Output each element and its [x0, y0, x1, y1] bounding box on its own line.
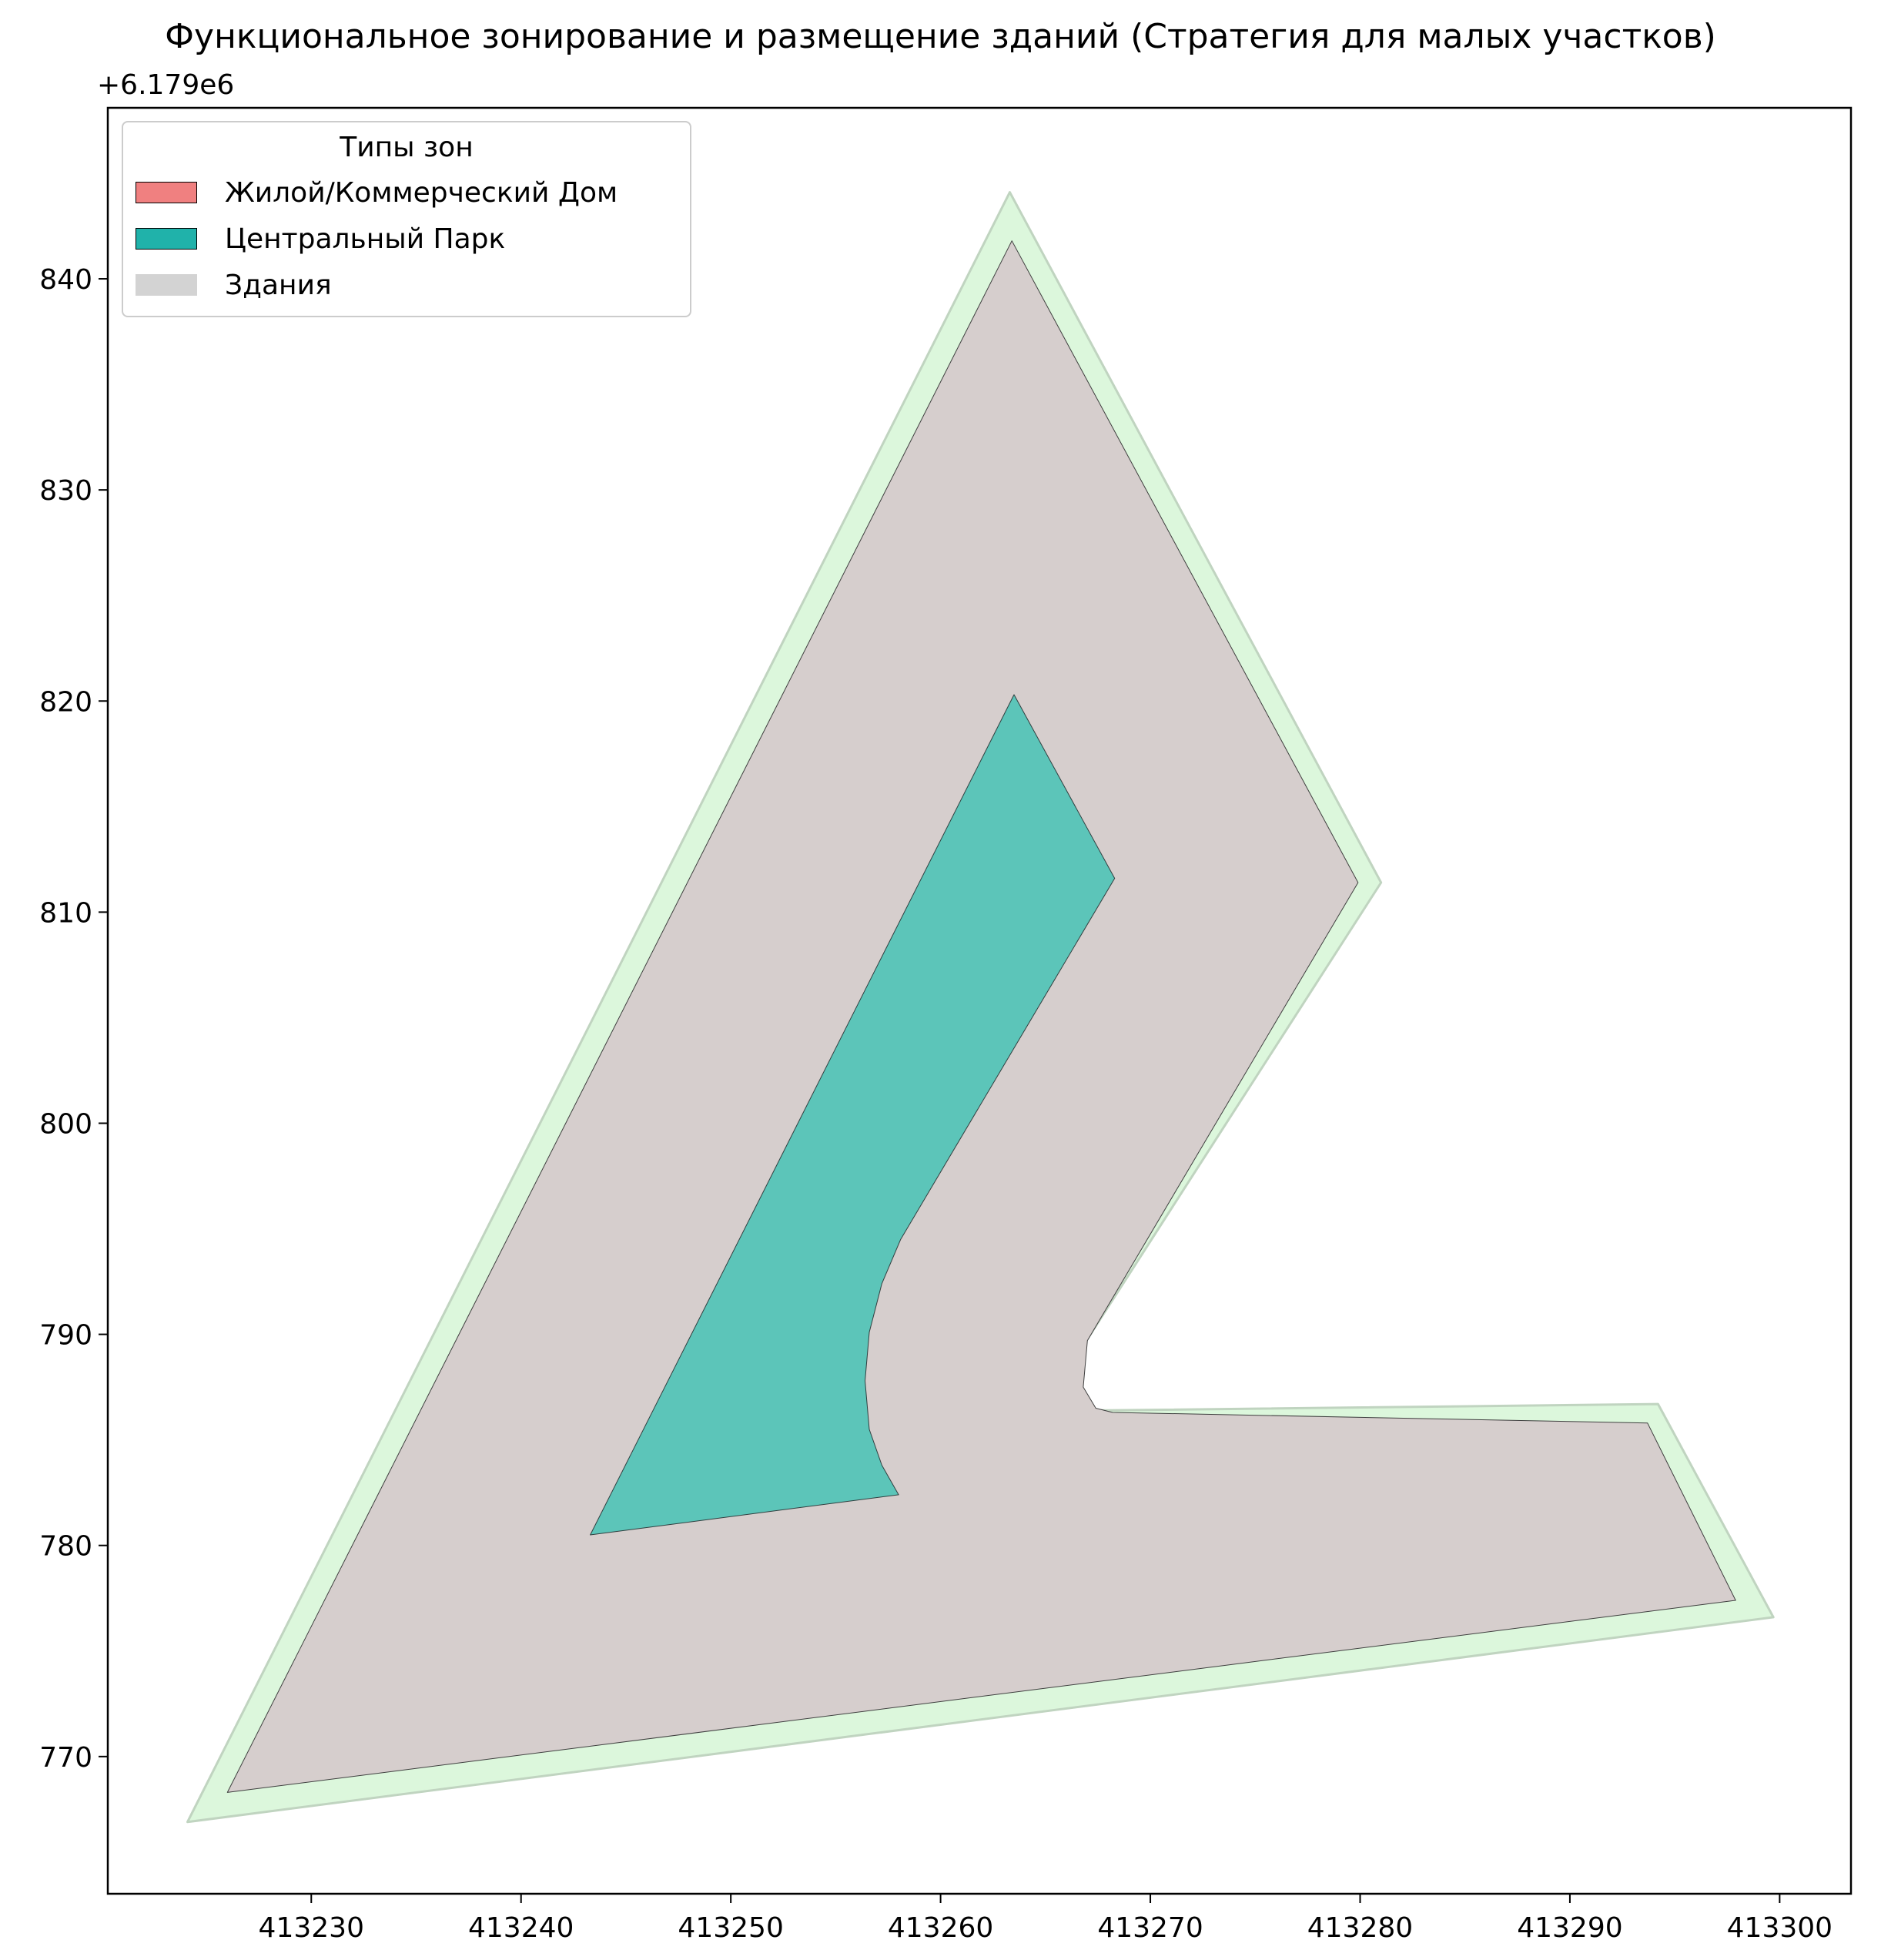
x-tick-label: 413260: [888, 1912, 993, 1944]
park-polygon: [590, 694, 1116, 1536]
x-tick-label: 413230: [259, 1912, 364, 1944]
legend-swatch-buildings: [136, 274, 197, 296]
legend-item-residential: Жилой/Коммерческий Дом: [136, 176, 618, 209]
legend-item-buildings: Здания: [136, 268, 332, 302]
plot-frame: [106, 106, 1853, 1895]
y-tick-label: 810: [39, 897, 92, 929]
legend-label-buildings: Здания: [225, 269, 332, 301]
map-layers: [186, 191, 1775, 1824]
y-tick-label: 790: [39, 1320, 92, 1352]
y-tick-label: 830: [39, 475, 92, 507]
x-tick-label: 413300: [1727, 1912, 1832, 1944]
y-axis-offset-label: +6.179e6: [97, 69, 235, 101]
x-tick-label: 413290: [1517, 1912, 1622, 1944]
legend: Типы зон Жилой/Коммерческий Дом Централь…: [122, 121, 691, 317]
legend-swatch-park: [136, 228, 197, 250]
y-tick-label: 820: [39, 686, 92, 718]
y-tick-label: 780: [39, 1531, 92, 1563]
y-tick-label: 800: [39, 1108, 92, 1140]
y-axis: 770 780 790 800 810 820 830 840: [39, 264, 108, 1774]
legend-label-park: Центральный Парк: [225, 223, 506, 255]
x-axis: 413230 413240 413250 413260 413270 413280 4132…: [259, 1894, 1832, 1944]
chart-title: Функциональное зонирование и размещение …: [165, 17, 1716, 56]
legend-item-park: Центральный Парк: [136, 222, 505, 256]
x-tick-label: 413240: [468, 1912, 574, 1944]
y-tick-label: 770: [39, 1742, 92, 1774]
legend-label-residential: Жилой/Коммерческий Дом: [225, 176, 618, 209]
legend-swatch-residential: [136, 182, 197, 203]
x-tick-label: 413280: [1307, 1912, 1413, 1944]
legend-title: Типы зон: [340, 132, 474, 163]
x-tick-label: 413250: [678, 1912, 783, 1944]
y-tick-label: 840: [39, 264, 92, 296]
x-tick-label: 413270: [1097, 1912, 1203, 1944]
